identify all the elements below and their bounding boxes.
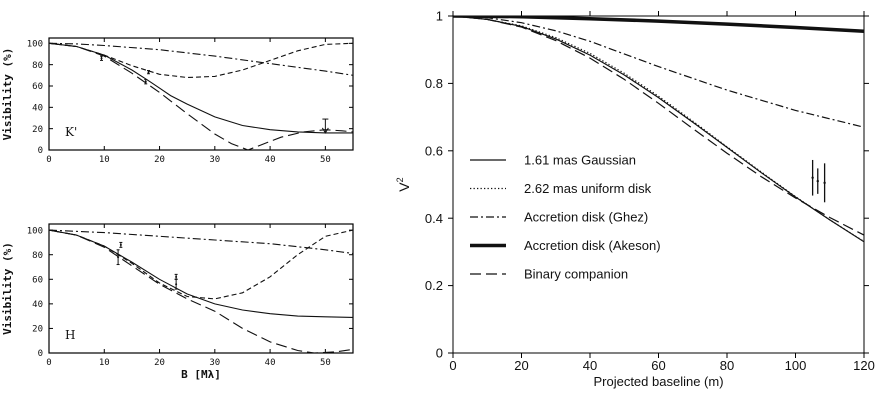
panel-label: H: [65, 328, 75, 342]
series-group: [49, 229, 353, 353]
chart-panel-3: 0 20 40 60 80 100 120 0 0.2 0.4 0.6 0.8 1 V2 Projected…: [395, 9, 875, 389]
y-tick-label: 100: [27, 39, 43, 49]
series-line-long-dash: [49, 42, 353, 150]
data-point: [147, 71, 150, 74]
x-tick-label: 60: [651, 358, 665, 373]
legend: 1.61 mas Gaussian 2.62 mas uniform disk Ac…: [470, 153, 661, 282]
data-point: [119, 243, 122, 246]
series-line-accretion-disk-ghez-: [453, 16, 864, 128]
data-point: [117, 256, 120, 259]
y-axis-label: V2: [395, 177, 412, 191]
x-tick-label: 0: [449, 358, 456, 373]
y-tick-label: 0.2: [425, 278, 443, 293]
y-axis-label: Visibility (%): [1, 48, 14, 141]
y-tick-label: 0: [436, 346, 443, 361]
data-point: [811, 176, 814, 179]
series-line-solid: [49, 42, 353, 134]
x-tick-label: 120: [853, 358, 875, 373]
series-line-dash-dot: [49, 229, 353, 255]
data-point: [144, 80, 147, 83]
y-tick-label: 40: [32, 103, 43, 113]
series-line-dash: [49, 229, 353, 300]
series-group: [453, 16, 864, 243]
y-tick-label: 60: [32, 82, 43, 92]
data-point: [100, 57, 103, 60]
x-tick-label: 40: [265, 155, 276, 165]
legend-label: Binary companion: [524, 267, 628, 282]
y-tick-label: 0.6: [425, 143, 443, 158]
data-point: [816, 179, 819, 183]
x-tick-label: 10: [99, 358, 110, 368]
y-tick-label: 20: [32, 125, 43, 135]
x-tick-label: 30: [209, 358, 220, 368]
x-axis-label: Projected baseline (m): [593, 374, 723, 389]
series-line-dash: [49, 42, 353, 79]
legend-label: 1.61 mas Gaussian: [524, 153, 636, 168]
x-tick-label: 40: [583, 358, 597, 373]
legend-label: Accretion disk (Akeson): [524, 238, 661, 253]
panel-label: K': [65, 125, 77, 139]
x-tick-label: 80: [720, 358, 734, 373]
x-tick-label: 50: [320, 358, 331, 368]
y-tick-label: 60: [32, 275, 43, 285]
legend-label: 2.62 mas uniform disk: [524, 181, 652, 196]
y-tick-label: 1: [436, 9, 443, 24]
series-line-accretion-disk-akeson-: [453, 16, 864, 33]
series-line-binary-companion: [453, 16, 864, 236]
x-tick-label: 100: [785, 358, 807, 373]
y-tick-label: 0: [38, 349, 43, 359]
plot-frame: [48, 37, 354, 151]
x-axis-label: B [Mλ]: [181, 368, 221, 381]
y-tick-label: 0.8: [425, 76, 443, 91]
data-point: [175, 283, 178, 286]
x-tick-label: 20: [154, 155, 165, 165]
y-tick-label: 80: [32, 251, 43, 261]
series-line-1-61-mas-gaussian: [453, 16, 864, 243]
series-line-dash-dot: [49, 42, 353, 76]
x-tick-label: 50: [320, 155, 331, 165]
x-tick-label: 0: [46, 358, 51, 368]
y-tick-label: 80: [32, 61, 43, 71]
series-group: [49, 42, 353, 150]
x-tick-label: 30: [209, 155, 220, 165]
chart-panel-2: 0 10 20 30 40 50 0 20 40 60 80 100 Visibility (%) B […: [1, 223, 354, 381]
plot-frame: [48, 223, 354, 354]
series-line-2-62-mas-uniform-disk: [453, 16, 864, 243]
data-point: [175, 275, 178, 278]
y-tick-label: 20: [32, 325, 43, 335]
y-tick-label: 0.4: [425, 211, 443, 226]
y-axis-label: Visibility (%): [1, 242, 14, 335]
x-tick-label: 20: [514, 358, 528, 373]
data-point: [823, 181, 826, 185]
upper-limit-arrow: [321, 127, 329, 134]
x-tick-label: 40: [265, 358, 276, 368]
y-tick-label: 0: [38, 146, 43, 156]
x-tick-label: 0: [46, 155, 51, 165]
chart-panel-1: 0 10 20 30 40 50 0 20 40 60 80 100 Visibility (%) K': [1, 37, 354, 165]
series-line-solid: [49, 229, 353, 318]
y-tick-label: 40: [32, 300, 43, 310]
y-axis-label-superscript: 2: [395, 177, 405, 182]
y-tick-label: 100: [27, 226, 43, 236]
x-tick-label: 10: [99, 155, 110, 165]
series-line-long-dash: [49, 229, 353, 353]
x-tick-label: 20: [154, 358, 165, 368]
legend-label: Accretion disk (Ghez): [524, 210, 648, 225]
